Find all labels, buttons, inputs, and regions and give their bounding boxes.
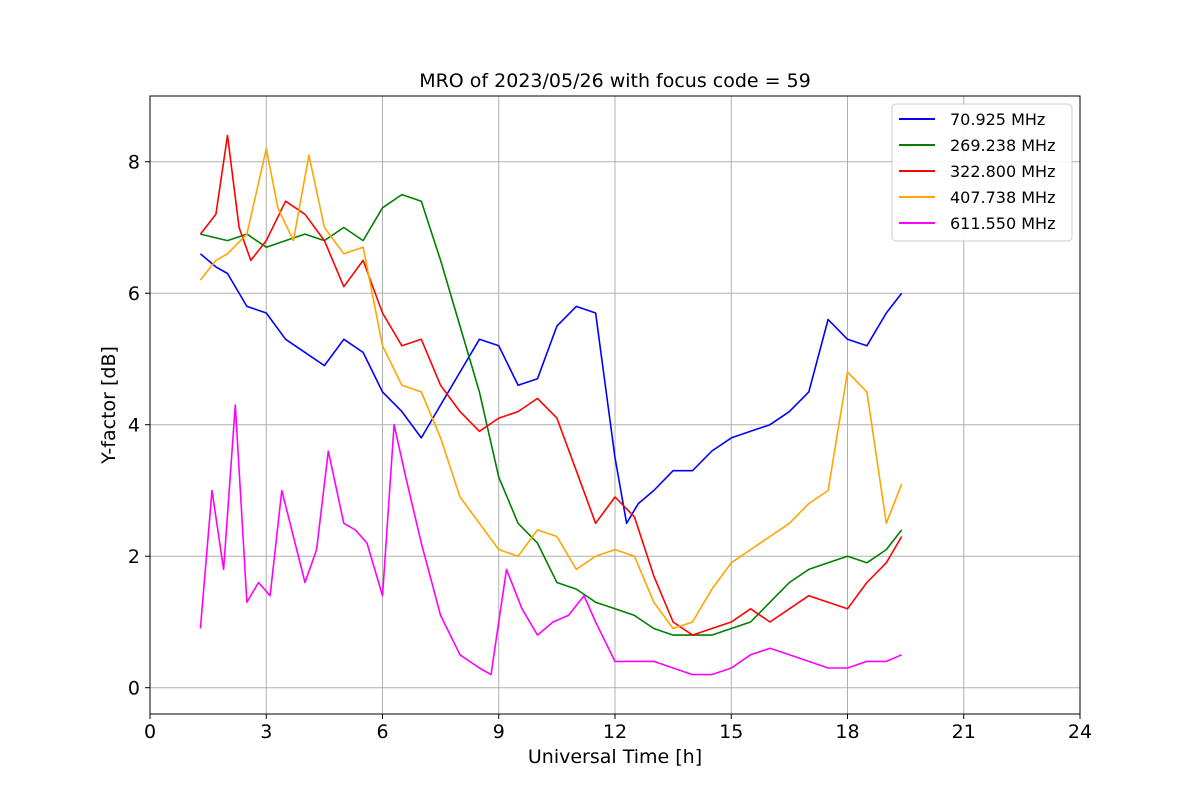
legend-box <box>891 103 1073 242</box>
series-line-3 <box>199 147 903 630</box>
y-axis-label: Y-factor [dB] <box>98 346 120 465</box>
series-line-2 <box>199 134 903 636</box>
x-tick-label: 9 <box>493 721 505 743</box>
legend-label-3: 407.738 MHz <box>950 188 1055 207</box>
x-tick-label: 0 <box>144 721 156 743</box>
legend-label-1: 269.238 MHz <box>950 136 1055 155</box>
x-axis-label: Universal Time [h] <box>528 746 702 768</box>
chart-title: MRO of 2023/05/26 with focus code = 59 <box>419 70 811 92</box>
y-tick-label: 0 <box>128 678 140 700</box>
x-tick-label: 21 <box>952 721 976 743</box>
x-tick-label: 18 <box>835 721 859 743</box>
y-tick-label: 6 <box>128 283 140 305</box>
x-tick-label: 3 <box>260 721 272 743</box>
series-line-4 <box>199 404 903 676</box>
y-tick-label: 8 <box>128 152 140 174</box>
x-tick-label: 24 <box>1068 721 1092 743</box>
x-tick-label: 6 <box>376 721 388 743</box>
legend-label-4: 611.550 MHz <box>950 214 1055 233</box>
series-lines <box>199 134 903 676</box>
x-tick-label: 12 <box>603 721 627 743</box>
x-tick-label: 15 <box>719 721 743 743</box>
y-tick-label: 2 <box>128 546 140 568</box>
legend-label-2: 322.800 MHz <box>950 162 1055 181</box>
series-line-0 <box>199 253 903 525</box>
y-tick-label: 4 <box>128 415 140 437</box>
legend-label-0: 70.925 MHz <box>950 110 1045 129</box>
legend: 70.925 MHz 269.238 MHz 322.800 MHz 407.738 … <box>891 103 1073 242</box>
